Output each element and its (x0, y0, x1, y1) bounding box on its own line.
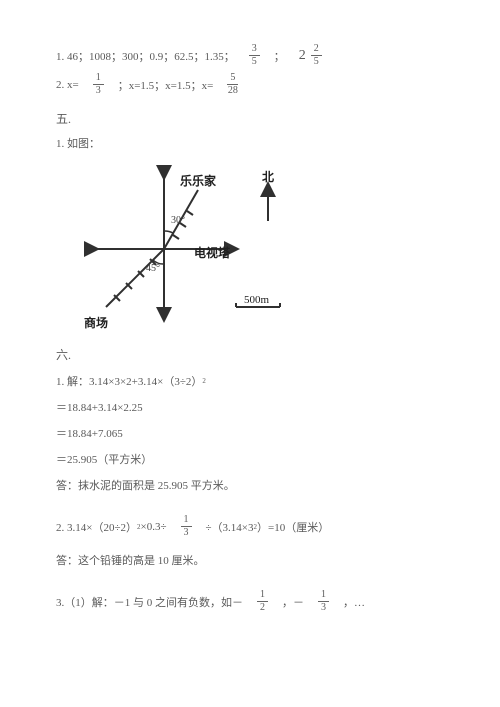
svg-text:45°: 45° (146, 263, 160, 274)
mixed-2-2-5: 2 2 5 (299, 44, 326, 67)
svg-text:电视塔: 电视塔 (194, 245, 231, 260)
fraction-5-28: 5 28 (227, 73, 238, 96)
direction-figure: 30° 45° 乐乐家 电视塔 商场 北 500m (76, 157, 444, 332)
text: 2. x= (56, 79, 79, 91)
fraction-1-3: 1 3 (93, 73, 104, 96)
separator: ； (274, 48, 285, 64)
problem-2: 2. 3.14×（20÷2）2 ×0.3÷ 1 3 ÷（3.14×32）=10（… (56, 515, 444, 538)
fraction-1-3c: 1 3 (318, 590, 329, 613)
section-6-heading: 六. (56, 346, 444, 363)
fraction-1-3b: 1 3 (181, 515, 192, 538)
fraction-3-5: 3 5 (249, 44, 260, 67)
problem-3: 3.（1）解：－1 与 0 之间有负数，如－ 1 2 ，－ 1 3 ，… (56, 590, 444, 613)
section-5-heading: 五. (56, 110, 444, 127)
fraction-1-2: 1 2 (257, 590, 268, 613)
text: ；x=1.5；x=1.5；x= (118, 77, 214, 93)
svg-text:乐乐家: 乐乐家 (180, 173, 217, 188)
text: 1. 46；1008；300；0.9；62.5；1.35； (56, 48, 235, 64)
svg-text:500m: 500m (244, 294, 270, 306)
answers-line-2: 2. x= 1 3 ；x=1.5；x=1.5；x= 5 28 (56, 73, 444, 96)
answer-1: 答：抹水泥的面积是 25.905 平方米。 (56, 477, 235, 493)
answer-2: 答：这个铅锤的高是 10 厘米。 (56, 552, 444, 568)
figure-caption: 1. 如图： (56, 135, 444, 151)
problem-1: 1. 解：3.14×3×2+3.14×（3÷2）2 ＝18.84+3.14×2.… (56, 373, 444, 493)
angle-30: 30° (171, 215, 185, 226)
svg-text:商场: 商场 (84, 315, 108, 330)
svg-text:北: 北 (262, 169, 274, 184)
answers-line-1: 1. 46；1008；300；0.9；62.5；1.35； 3 5 ； 2 2 … (56, 44, 444, 67)
